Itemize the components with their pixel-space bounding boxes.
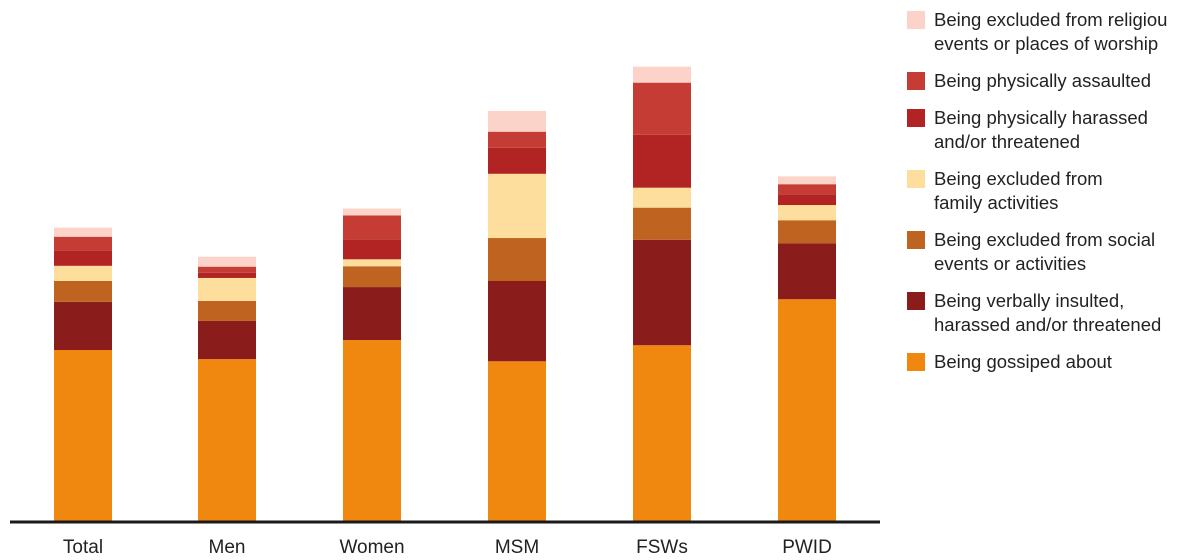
bar-segment: [488, 110, 546, 132]
bar-segment: [633, 82, 691, 135]
bar-segment: [633, 207, 691, 240]
legend-item: Being verbally insulted, harassed and/or…: [907, 289, 1177, 337]
category-label: FSWs: [636, 537, 688, 558]
category-label: Men: [209, 537, 246, 558]
legend-label: Being excluded from family activities: [934, 168, 1103, 213]
bar-segment: [343, 239, 401, 260]
bar-segment: [778, 184, 836, 195]
bar-segment: [198, 359, 256, 521]
stacked-bar-chart: Total Men Women MSM FSWs PWID: [10, 66, 880, 558]
legend: Being excluded from religiou events or p…: [907, 8, 1177, 387]
bar-segment: [54, 265, 112, 281]
legend-item: Being physically assaulted: [907, 69, 1177, 93]
bar-segment: [778, 205, 836, 221]
bar-segment: [488, 361, 546, 521]
bar-segment: [198, 300, 256, 321]
category-label: MSM: [495, 537, 539, 558]
category-label: Total: [63, 537, 103, 558]
bar-segment: [54, 236, 112, 251]
legend-item: Being excluded from religiou events or p…: [907, 8, 1177, 56]
bar-segment: [633, 66, 691, 83]
bar-segment: [54, 280, 112, 302]
bar-segment: [343, 259, 401, 267]
legend-item: Being excluded from social events or act…: [907, 228, 1177, 276]
legend-swatch: [907, 72, 925, 90]
bar-segment: [343, 340, 401, 521]
legend-swatch: [907, 11, 925, 29]
bar-segment: [343, 266, 401, 288]
bar-segment: [54, 301, 112, 351]
bar-segment: [778, 194, 836, 206]
bar-segment: [343, 215, 401, 240]
legend-label: Being verbally insulted, harassed and/or…: [934, 290, 1162, 335]
bar-segment: [778, 243, 836, 300]
legend-label: Being excluded from social events or act…: [934, 229, 1156, 274]
bar-segment: [343, 208, 401, 216]
bar-segment: [633, 239, 691, 346]
bar-segment: [488, 280, 546, 362]
bar-segment: [633, 187, 691, 208]
bar-segment: [54, 350, 112, 521]
bar-segment: [488, 238, 546, 281]
bar-segment: [778, 299, 836, 521]
legend-item: Being excluded from family activities: [907, 167, 1177, 215]
legend-label: Being excluded from religiou events or p…: [934, 9, 1168, 54]
category-label: Women: [339, 537, 404, 558]
legend-swatch: [907, 353, 925, 371]
legend-swatch: [907, 170, 925, 188]
bar-segment: [198, 272, 256, 278]
bar-segment: [54, 250, 112, 266]
legend-swatch: [907, 109, 925, 127]
bar-segment: [488, 131, 546, 148]
legend-label: Being physically harassed and/or threate…: [934, 107, 1148, 152]
legend-swatch: [907, 292, 925, 310]
category-labels: Total Men Women MSM FSWs PWID: [63, 537, 832, 558]
bar-segment: [198, 266, 256, 273]
bars-layer: [54, 66, 836, 521]
bar-segment: [778, 220, 836, 244]
bar-segment: [488, 147, 546, 174]
bar-segment: [198, 320, 256, 360]
bar-segment: [633, 134, 691, 188]
bar-segment: [343, 287, 401, 341]
bar-segment: [778, 176, 836, 185]
bar-segment: [198, 256, 256, 267]
bar-segment: [54, 227, 112, 237]
legend-item: Being physically harassed and/or threate…: [907, 106, 1177, 154]
bar-segment: [633, 345, 691, 521]
legend-label: Being physically assaulted: [934, 70, 1151, 91]
legend-item: Being gossiped about: [907, 350, 1177, 374]
legend-swatch: [907, 231, 925, 249]
bar-segment: [198, 277, 256, 301]
bar-segment: [488, 173, 546, 239]
legend-label: Being gossiped about: [934, 351, 1112, 372]
category-label: PWID: [782, 537, 832, 558]
